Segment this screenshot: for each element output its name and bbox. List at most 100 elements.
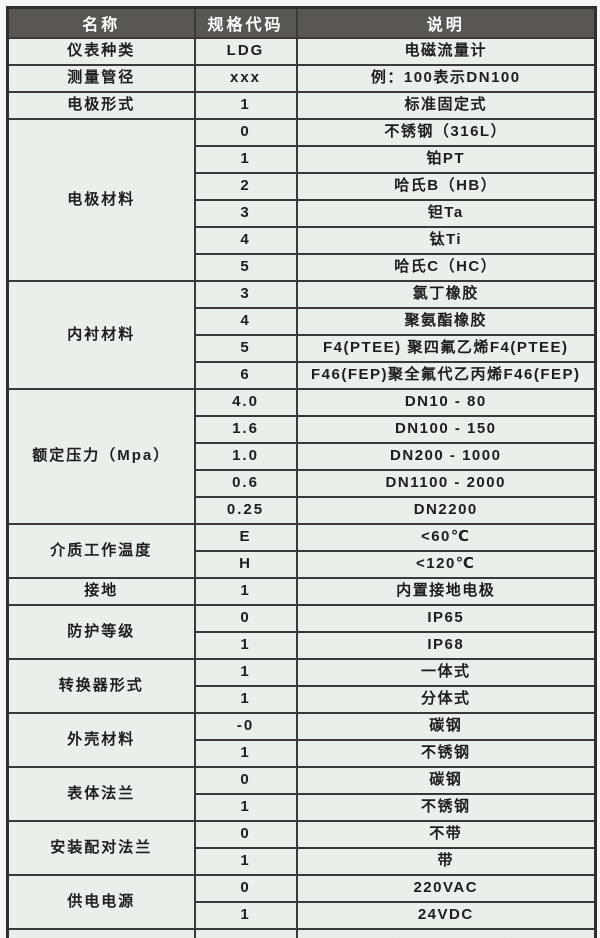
code-cell: -0 xyxy=(193,712,298,741)
code-cell: 0.6 xyxy=(193,469,298,498)
table-row: 仪表量程(xxx)例:（200）表示20mA对应的最大流量为200m /h³ xyxy=(6,928,597,938)
code-cell: 4 xyxy=(193,226,298,255)
group-name-cell: 测量管径 xyxy=(6,64,196,93)
desc-cell: DN100 - 150 xyxy=(295,415,597,444)
table-header: 名称 规格代码 说明 xyxy=(6,6,597,39)
code-cell: 1 xyxy=(193,901,298,930)
code-cell: 5 xyxy=(193,334,298,363)
desc-cell: 哈氏C（HC） xyxy=(295,253,597,282)
desc-cell: 不带 xyxy=(295,820,597,849)
desc-cell: 内置接地电极 xyxy=(295,577,597,606)
code-cell: 0.25 xyxy=(193,496,298,525)
header-name-cell: 名称 xyxy=(6,6,196,39)
table-row: 1.0 DN200 - 1000 xyxy=(8,442,597,471)
table-row: 内衬材料 3 氯丁橡胶 xyxy=(6,280,597,390)
spec-table: 名称 规格代码 说明 仪表种类 LDG 电磁流量计 测量管径 xxx 例：100表示DN1… xyxy=(6,6,597,938)
code-cell: 3 xyxy=(193,199,298,228)
code-cell: 1 xyxy=(193,658,298,687)
code-cell: 1 xyxy=(193,685,298,714)
desc-cell: F4(PTEE) 聚四氟乙烯F4(PTEE) xyxy=(295,334,597,363)
group-name-cell: 内衬材料 xyxy=(6,280,196,390)
code-cell: H xyxy=(193,550,298,579)
desc-cell: 不锈钢（316L） xyxy=(295,118,597,147)
code-cell: 2 xyxy=(193,172,298,201)
table-row: 5 F4(PTEE) 聚四氟乙烯F4(PTEE) xyxy=(8,334,597,363)
code-cell: 1.0 xyxy=(193,442,298,471)
group-name-cell: 防护等级 xyxy=(6,604,196,660)
group-name-cell: 安装配对法兰 xyxy=(6,820,196,876)
desc-cell: 钽Ta xyxy=(295,199,597,228)
code-cell: 6 xyxy=(193,361,298,390)
desc-cell: <120℃ xyxy=(295,550,597,579)
code-cell: 1 xyxy=(193,793,298,822)
group-name-cell: 外壳材料 xyxy=(6,712,196,768)
table-row: 表体法兰 0 碳钢 xyxy=(6,766,597,822)
group-name-cell: 电极形式 xyxy=(6,91,196,120)
desc-cell: DN2200 xyxy=(295,496,597,525)
code-cell: xxx xyxy=(193,64,298,93)
desc-cell: 例:（200）表示20mA对应的最大流量为200m /h³ xyxy=(295,928,597,938)
table-row: 1 IP68 xyxy=(8,631,597,660)
table-row: 外壳材料 -0 碳钢 xyxy=(6,712,597,768)
desc-cell: 不锈钢 xyxy=(295,793,597,822)
code-cell: 0 xyxy=(193,766,298,795)
group-name-cell: 供电电源 xyxy=(6,874,196,930)
group-name-cell: 电极材料 xyxy=(6,118,196,282)
group-name-cell: 仪表量程 xyxy=(6,928,196,938)
desc-cell: 一体式 xyxy=(295,658,597,687)
table-row: 接地 1 内置接地电极 xyxy=(6,577,597,606)
table-row: 4 聚氨酯橡胶 xyxy=(8,307,597,336)
code-cell: E xyxy=(193,523,298,552)
code-cell: 1.6 xyxy=(193,415,298,444)
code-cell: 1 xyxy=(193,577,298,606)
desc-cell: 氯丁橡胶 xyxy=(295,280,597,309)
table-row: H <120℃ xyxy=(8,550,597,579)
desc-cell: 聚氨酯橡胶 xyxy=(295,307,597,336)
table-row: 1 分体式 xyxy=(8,685,597,714)
desc-cell: 220VAC xyxy=(295,874,597,903)
table-row: 电极形式 1 标准固定式 xyxy=(6,91,597,120)
desc-cell: DN200 - 1000 xyxy=(295,442,597,471)
desc-cell: 24VDC xyxy=(295,901,597,930)
code-cell: 3 xyxy=(193,280,298,309)
code-cell: 1 xyxy=(193,145,298,174)
desc-cell: 碳钢 xyxy=(295,712,597,741)
desc-cell: 碳钢 xyxy=(295,766,597,795)
code-cell: 0 xyxy=(193,874,298,903)
table-row: 2 哈氏B（HB） xyxy=(8,172,597,201)
desc-cell: 不锈钢 xyxy=(295,739,597,768)
desc-cell: 标准固定式 xyxy=(295,91,597,120)
table-row: 额定压力（Mpa） 4.0 DN10 - 80 xyxy=(6,388,597,525)
code-cell: LDG xyxy=(193,37,298,66)
table-row: 1 24VDC xyxy=(8,901,597,930)
header-code-cell: 规格代码 xyxy=(193,6,298,39)
header-row: 名称 规格代码 说明 xyxy=(6,6,597,39)
desc-cell: DN1100 - 2000 xyxy=(295,469,597,498)
code-cell: (xxx) xyxy=(193,928,298,938)
code-cell: 5 xyxy=(193,253,298,282)
desc-cell: 钛Ti xyxy=(295,226,597,255)
group-name-cell: 表体法兰 xyxy=(6,766,196,822)
desc-cell: IP65 xyxy=(295,604,597,633)
group-name-cell: 接地 xyxy=(6,577,196,606)
code-cell: 1 xyxy=(193,91,298,120)
table-row: 0.6 DN1100 - 2000 xyxy=(8,469,597,498)
table-row: 0.25 DN2200 xyxy=(8,496,597,525)
table-row: 供电电源 0 220VAC xyxy=(6,874,597,930)
desc-cell: 分体式 xyxy=(295,685,597,714)
code-cell: 1 xyxy=(193,847,298,876)
table-row: 1 不锈钢 xyxy=(8,739,597,768)
desc-cell: 哈氏B（HB） xyxy=(295,172,597,201)
code-cell: 1 xyxy=(193,631,298,660)
group-name-cell: 转换器形式 xyxy=(6,658,196,714)
desc-cell: 例：100表示DN100 xyxy=(295,64,597,93)
code-cell: 4.0 xyxy=(193,388,298,417)
table-row: 1 铂PT xyxy=(8,145,597,174)
desc-cell: <60℃ xyxy=(295,523,597,552)
desc-cell: DN10 - 80 xyxy=(295,388,597,417)
table-row: 防护等级 0 IP65 xyxy=(6,604,597,660)
desc-cell: IP68 xyxy=(295,631,597,660)
table-row: 电极材料 0 不锈钢（316L） xyxy=(6,118,597,282)
